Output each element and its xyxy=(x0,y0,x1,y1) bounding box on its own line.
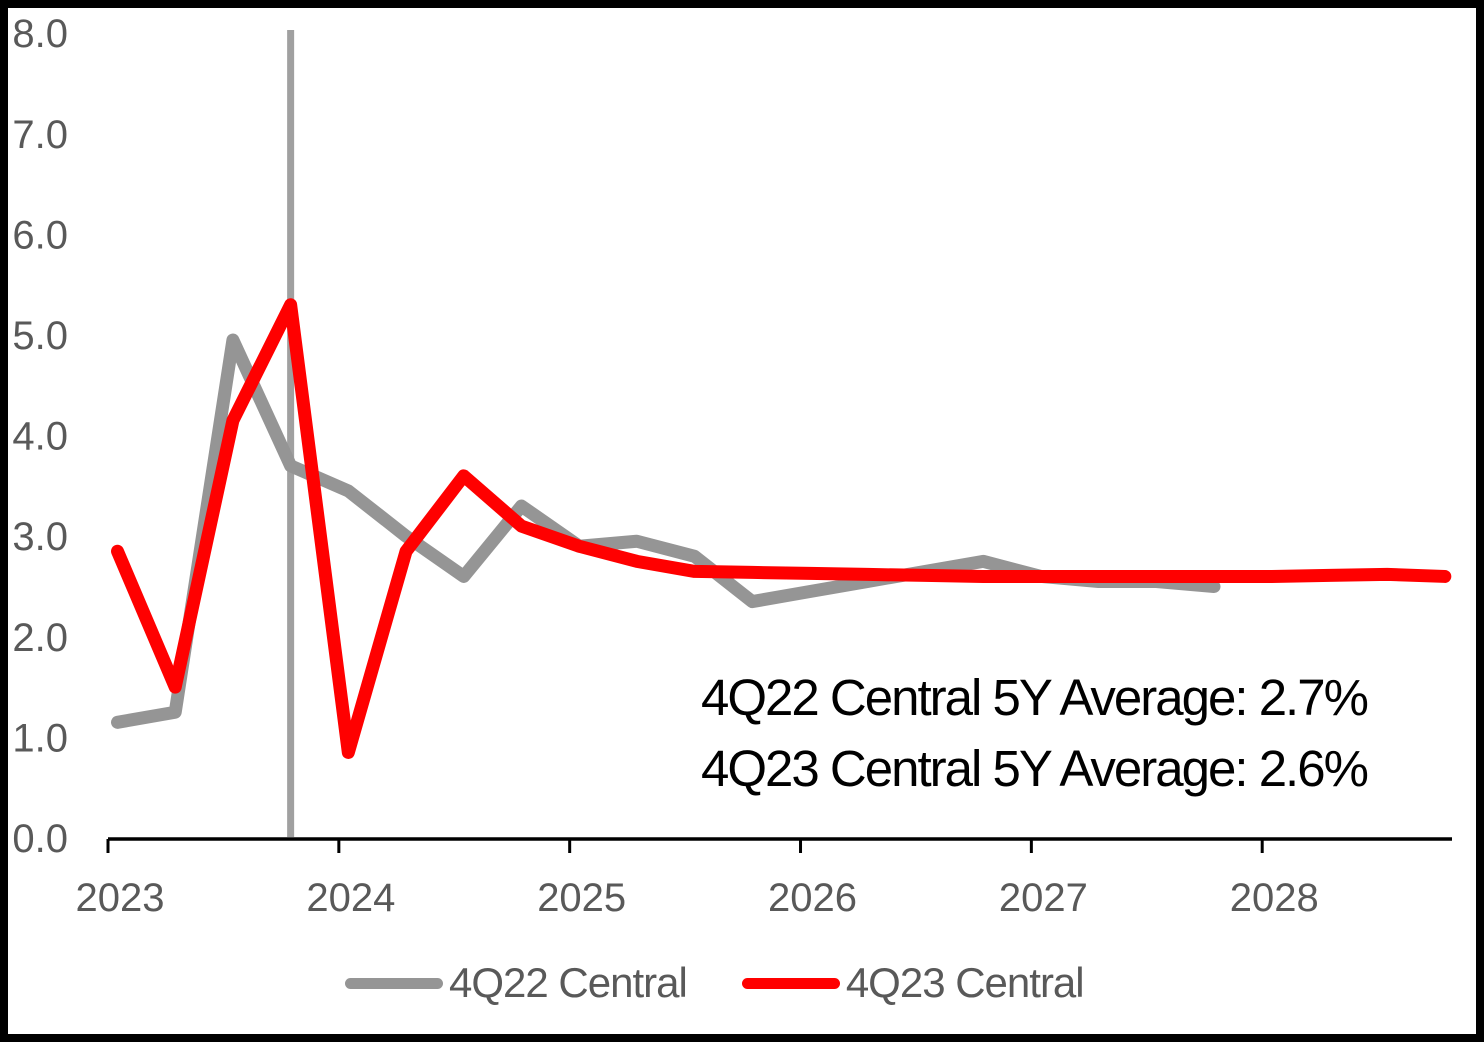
svg-text:2.0: 2.0 xyxy=(12,616,68,660)
chart-legend: 4Q22 Central 4Q23 Central xyxy=(345,959,1085,1007)
svg-text:7.0: 7.0 xyxy=(12,113,68,157)
svg-text:2024: 2024 xyxy=(306,876,395,920)
svg-text:1.0: 1.0 xyxy=(12,716,68,760)
svg-text:3.0: 3.0 xyxy=(12,515,68,559)
svg-text:2025: 2025 xyxy=(537,876,626,920)
svg-text:2023: 2023 xyxy=(76,876,165,920)
legend-label: 4Q22 Central xyxy=(449,959,688,1006)
svg-text:2028: 2028 xyxy=(1230,876,1319,920)
svg-text:8.0: 8.0 xyxy=(12,12,68,56)
svg-text:2026: 2026 xyxy=(768,876,857,920)
legend-line-swatch-red xyxy=(741,977,840,989)
annotation-line-4q22: 4Q22 Central 5Y Average: 2.7% xyxy=(701,669,1369,726)
svg-text:0.0: 0.0 xyxy=(12,817,68,861)
svg-text:2027: 2027 xyxy=(999,876,1088,920)
annotation-line-4q23: 4Q23 Central 5Y Average: 2.6% xyxy=(701,740,1369,797)
average-annotation: 4Q22 Central 5Y Average: 2.7% 4Q23 Centr… xyxy=(701,662,1369,804)
legend-label: 4Q23 Central xyxy=(845,959,1085,1006)
svg-text:4.0: 4.0 xyxy=(12,415,68,459)
legend-item-4q23-central: 4Q23 Central xyxy=(741,959,1085,1007)
legend-item-4q22-central: 4Q22 Central xyxy=(345,959,688,1007)
svg-text:5.0: 5.0 xyxy=(12,314,68,358)
legend-line-swatch-gray xyxy=(345,977,443,989)
svg-text:6.0: 6.0 xyxy=(12,213,68,257)
